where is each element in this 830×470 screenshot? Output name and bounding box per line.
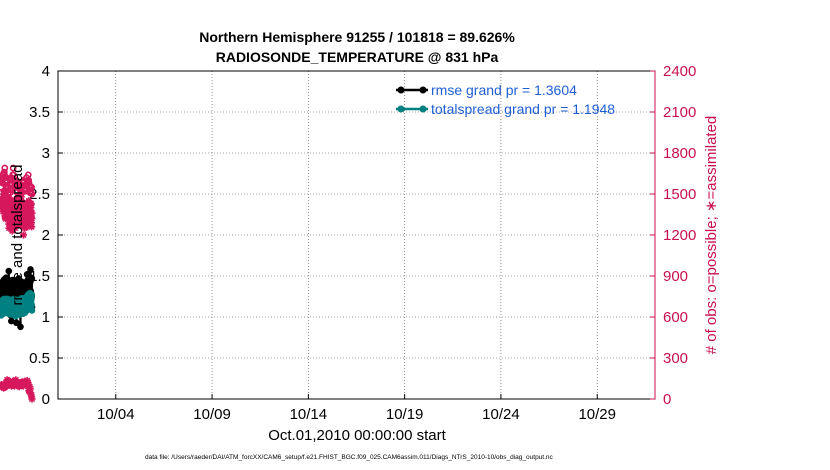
left-tick-label: 0.5: [29, 350, 50, 367]
legend-spread-label: totalspread grand pr = 1.1948: [431, 101, 615, 117]
asterisk-stroke: [28, 210, 36, 217]
legend-rmse-label: rmse grand pr = 1.3604: [431, 82, 577, 98]
x-tick-label: 10/19: [386, 406, 424, 423]
footer-data-file: data file: /Users/raeder/DAI/ATM_forcXX/…: [145, 454, 554, 461]
right-tick-label: 300: [663, 350, 688, 367]
chart-title-line2: RADIOSONDE_TEMPERATURE @ 831 hPa: [216, 49, 499, 65]
series-totalspread: [0, 289, 36, 320]
obs-assimilated-point: [28, 395, 36, 403]
asterisk-stroke: [28, 200, 35, 207]
legend: rmse grand pr = 1.3604 totalspread grand…: [396, 82, 615, 117]
series-obs-assimilated: [0, 187, 36, 239]
asterisk-stroke: [20, 231, 27, 239]
totalspread-point: [28, 291, 36, 299]
right-tick-label: 0: [663, 391, 671, 408]
right-tick-label: 900: [663, 268, 688, 285]
obs-possible-point: [1, 164, 9, 172]
obs-assimilated-point: [19, 231, 28, 239]
right-tick-label: 2400: [663, 63, 696, 80]
totalspread-point: [28, 307, 36, 314]
series-obs-assimilated-low: [0, 376, 36, 403]
x-tick-label: 10/14: [290, 406, 328, 423]
rmse-point: [27, 266, 34, 273]
left-tick-label: 3.5: [29, 104, 50, 121]
rmse-point: [5, 267, 13, 275]
obs-possible-point: [0, 168, 8, 176]
rmse-point: [13, 319, 20, 327]
rmse-point: [17, 323, 24, 331]
obs-possible-point: [28, 183, 35, 191]
left-tick-label: 0: [42, 391, 50, 408]
x-tick-label: 10/29: [578, 406, 616, 423]
left-tick-label: 3: [42, 145, 50, 162]
obs-assimilated-point: [17, 190, 25, 198]
obs-possible-point: [9, 164, 17, 172]
legend-spread-marker-left: [397, 105, 405, 113]
asterisk-stroke: [4, 193, 12, 200]
chart-title-line1: Northern Hemisphere 91255 / 101818 = 89.…: [199, 29, 515, 45]
right-tick-label: 1500: [663, 186, 696, 203]
right-tick-label: 2100: [663, 104, 696, 121]
left-tick-label: 1: [42, 309, 50, 326]
right-tick-label: 600: [663, 309, 688, 326]
asterisk-stroke: [28, 223, 35, 230]
right-axis-label: # of obs: o=possible; ∗=assimilated: [703, 116, 720, 355]
obs-assimilated-point: [28, 223, 36, 231]
rmse-point: [28, 275, 36, 282]
obs-assimilated-point: [0, 187, 8, 195]
obs-possible-point: [28, 190, 36, 198]
left-tick-label: 4: [42, 63, 50, 80]
axis-ticks: 00.511.522.533.5403006009001200150018002…: [29, 63, 696, 423]
asterisk-stroke: [0, 188, 8, 195]
legend-rmse-marker-right: [419, 86, 427, 94]
series-layer: [0, 164, 36, 403]
legend-spread-marker-right: [419, 105, 427, 113]
x-tick-label: 10/09: [193, 406, 231, 423]
right-tick-label: 1200: [663, 227, 696, 244]
x-tick-label: 10/24: [482, 406, 520, 423]
grid: [58, 71, 655, 399]
asterisk-stroke: [28, 215, 35, 222]
obs-assimilated-point: [27, 199, 35, 208]
right-tick-label: 1800: [663, 145, 696, 162]
totalspread-point: [28, 301, 35, 309]
asterisk-stroke: [18, 190, 25, 198]
left-axis-label: rmse and totalspread: [9, 165, 26, 306]
asterisk-stroke: [28, 395, 36, 403]
rmse-point: [8, 317, 15, 325]
left-tick-label: 2.5: [29, 186, 50, 203]
legend-rmse-marker-left: [397, 86, 405, 94]
x-axis-label: Oct.01,2010 00:00:00 start: [268, 427, 446, 444]
obs-assimilated-point: [28, 209, 36, 217]
left-tick-label: 2: [42, 227, 50, 244]
x-tick-label: 10/04: [97, 406, 135, 423]
obs-assimilated-point: [4, 193, 12, 201]
